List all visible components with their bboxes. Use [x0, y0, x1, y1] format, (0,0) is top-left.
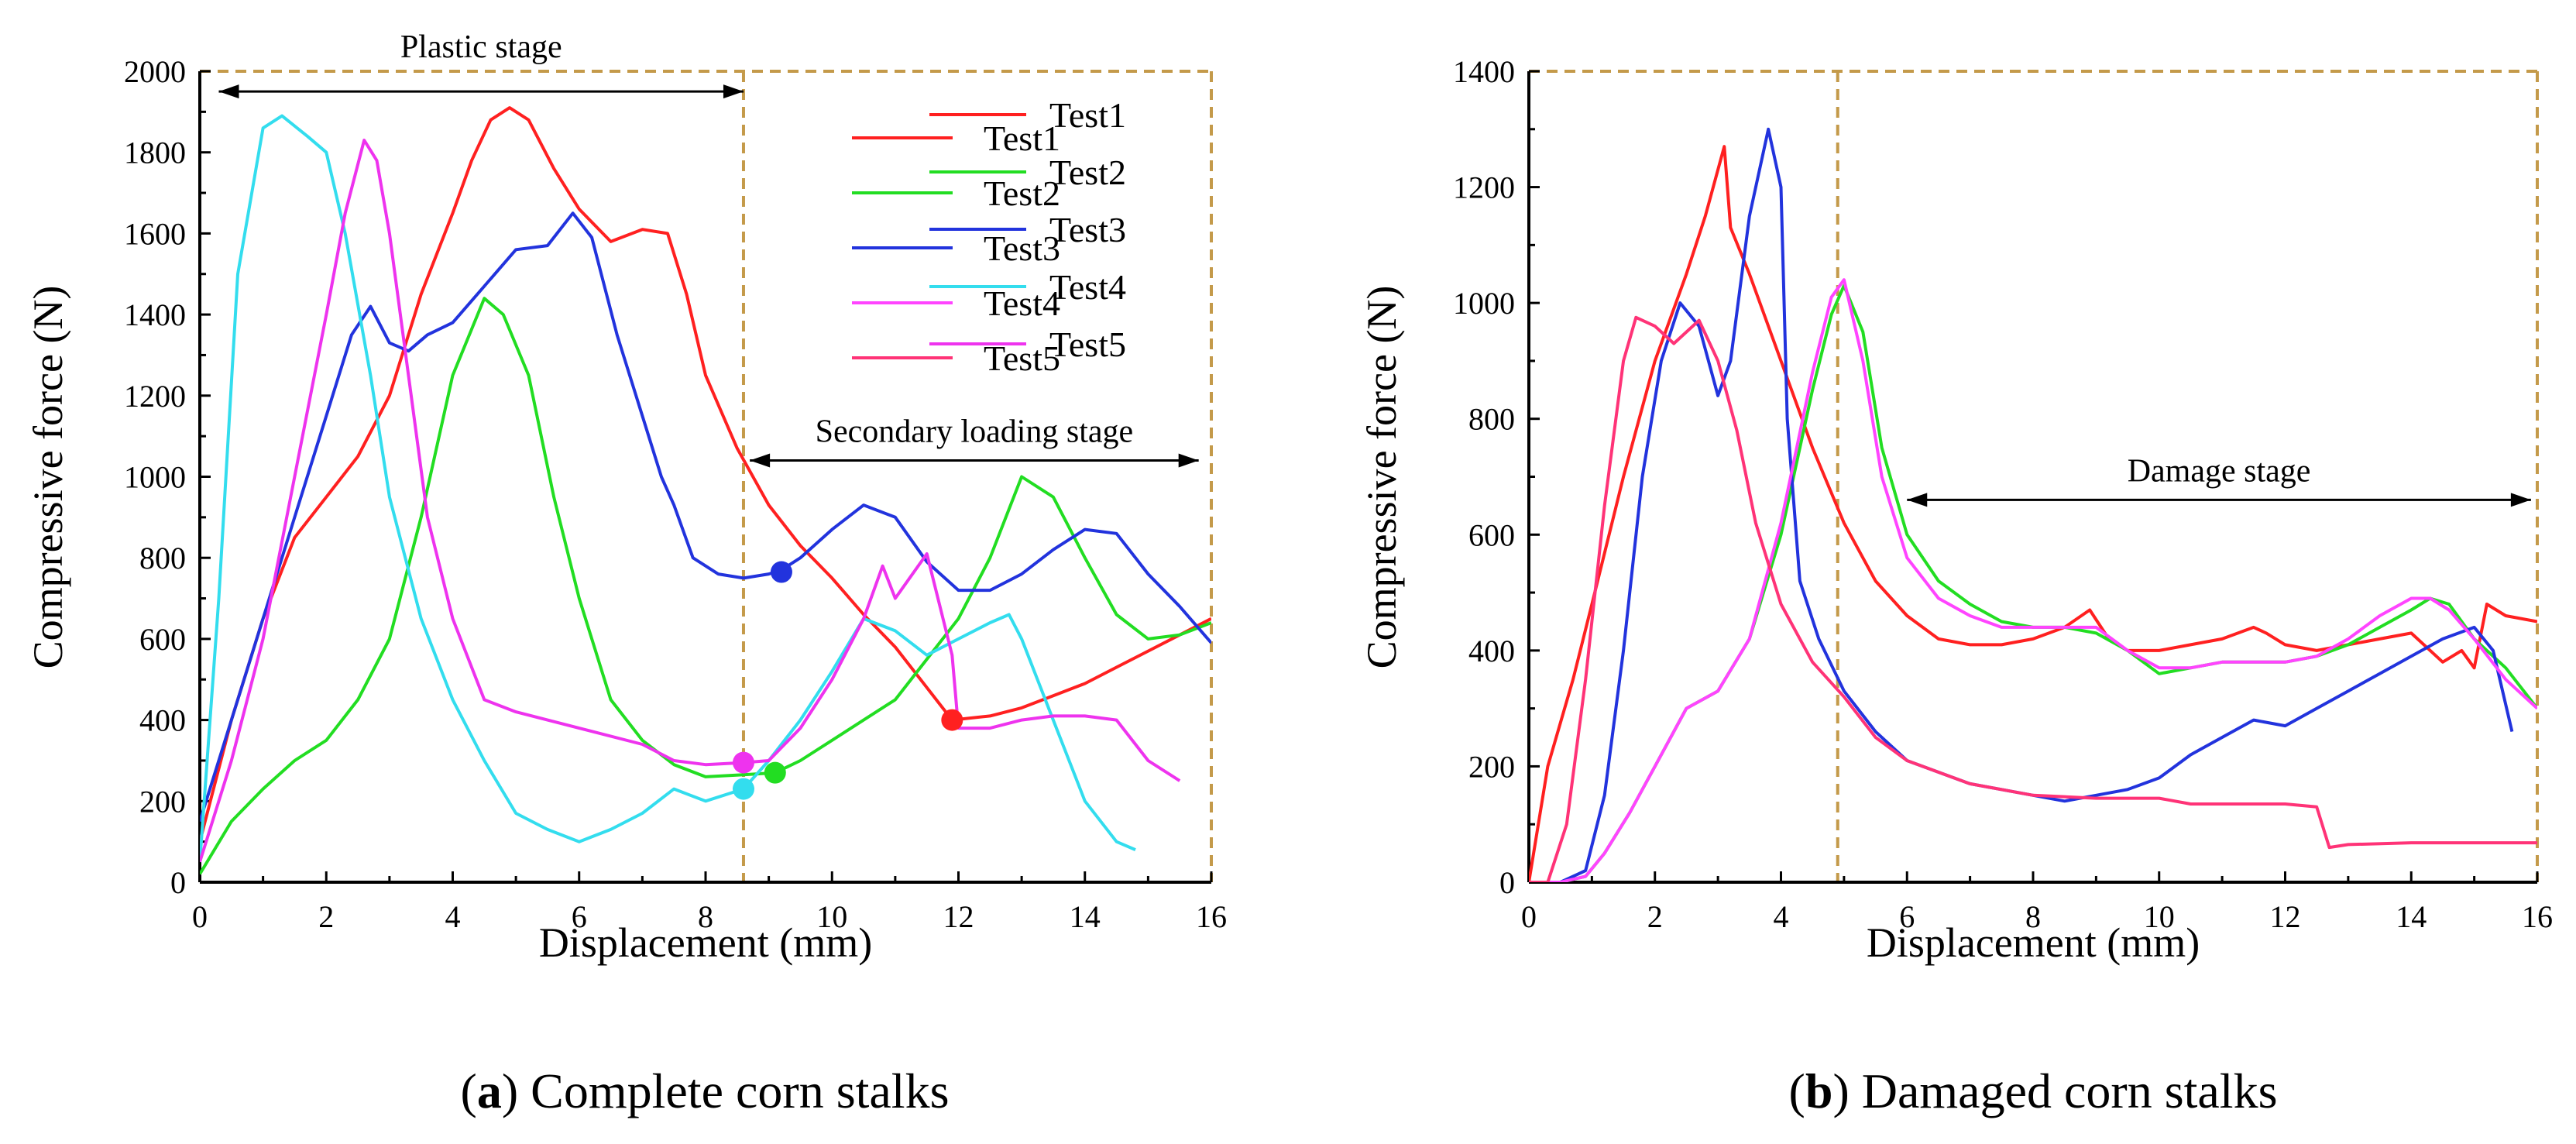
a-series-line-test5 [200, 139, 1181, 863]
b-legend-label: Test1 [984, 119, 1060, 158]
a-y-tick-label: 1400 [124, 297, 186, 332]
a-x-tick-label: 12 [943, 899, 974, 934]
a-x-axis-label: Displacement (mm) [539, 919, 872, 966]
a-y-tick-label: 800 [139, 541, 186, 575]
a-stage-label: Plastic stage [400, 29, 562, 65]
b-stage-label: Damage stage [2128, 453, 2311, 489]
b-x-tick-label: 10 [2144, 899, 2175, 934]
a-x-tick-label: 14 [1070, 899, 1101, 934]
a-legend-label: Test1 [1049, 95, 1126, 135]
b-caption: (b) Damaged corn stalks [1789, 1063, 2278, 1118]
a-y-tick-label: 400 [139, 703, 186, 738]
a-dashed-frame [200, 70, 1213, 882]
a-x-tick-label: 6 [572, 899, 587, 934]
a-x-tick-label: 16 [1196, 899, 1227, 934]
a-axes: 0 2 4 6 8 10 12 14 16 0 200 400 600 800 1000 1200 1400 16… [124, 54, 1227, 934]
a-x-tick-label: 4 [445, 899, 461, 934]
b-y-tick-label: 400 [1468, 634, 1515, 668]
a-caption-letter: a [477, 1063, 502, 1118]
b-series-line-test3 [1529, 127, 2514, 882]
a-x-tick-label: 10 [816, 899, 847, 934]
a-transition-marker-test1 [941, 709, 963, 731]
panel-b-damaged-corn-stalks: 0 2 4 6 8 10 12 14 16 0 200 400 600 800 1000 1200 1400 Di… [852, 54, 2553, 1118]
b-series-line-test5 [1529, 315, 2537, 882]
a-y-tick-label: 1000 [124, 460, 186, 495]
b-stage-annotation: Damage stage [1907, 453, 2531, 507]
b-axes: 0 2 4 6 8 10 12 14 16 0 200 400 600 800 1000 1200 1400 [1453, 54, 2553, 934]
a-y-tick-label: 0 [170, 865, 186, 900]
a-transition-marker-test3 [770, 561, 792, 583]
b-x-tick-label: 0 [1521, 899, 1537, 934]
a-legend-label: Test2 [1049, 153, 1126, 192]
b-caption-text: ) Damaged corn stalks [1832, 1063, 2277, 1118]
a-y-tick-label: 1600 [124, 216, 186, 251]
b-y-tick-label: 1000 [1453, 286, 1515, 321]
b-legend: Test1 Test2 Test3 Test4 Test5 [852, 119, 1060, 378]
b-x-tick-label: 2 [1647, 899, 1663, 934]
a-transition-marker-test5 [732, 751, 754, 774]
a-series-line-test3 [200, 211, 1211, 823]
a-legend-label: Test5 [1049, 325, 1126, 364]
a-y-tick-label: 2000 [124, 54, 186, 89]
a-caption: (a) Complete corn stalks [461, 1063, 950, 1118]
a-caption-text: ) Complete corn stalks [502, 1063, 950, 1118]
b-x-tick-label: 4 [1774, 899, 1789, 934]
a-y-tick-label: 1200 [124, 379, 186, 414]
b-caption-open: ( [1789, 1063, 1805, 1118]
b-series-line-test1 [1529, 145, 2537, 882]
a-series-line-test2 [200, 297, 1211, 875]
a-series-line-test4 [200, 114, 1136, 862]
b-caption-letter: b [1805, 1063, 1833, 1118]
b-y-tick-label: 600 [1468, 517, 1515, 552]
b-legend-label: Test2 [984, 173, 1060, 213]
b-x-tick-label: 8 [2025, 899, 2041, 934]
a-x-tick-label: 8 [698, 899, 713, 934]
b-legend-label: Test5 [984, 338, 1060, 378]
a-legend-label: Test4 [1049, 267, 1126, 307]
b-x-tick-label: 6 [1899, 899, 1915, 934]
a-stage-annotation: Plastic stage [218, 29, 744, 99]
b-x-axis-label: Displacement (mm) [1867, 919, 2200, 966]
b-y-axis-label: Compressive force (N) [1358, 286, 1405, 669]
a-transition-marker-test4 [732, 778, 754, 800]
b-x-tick-label: 14 [2396, 899, 2427, 934]
b-x-tick-label: 12 [2270, 899, 2301, 934]
a-series-line-test1 [200, 106, 1211, 843]
b-y-tick-label: 200 [1468, 749, 1515, 784]
b-series-line-test4 [1529, 278, 2537, 882]
a-y-tick-label: 200 [139, 784, 186, 819]
b-legend-label: Test3 [984, 228, 1060, 268]
a-caption-open: ( [461, 1063, 477, 1118]
b-legend-label: Test4 [984, 283, 1060, 323]
b-y-tick-label: 1400 [1453, 54, 1515, 89]
a-y-axis-label: Compressive force (N) [25, 286, 71, 669]
b-x-tick-label: 16 [2522, 899, 2553, 934]
a-stage-label: Secondary loading stage [816, 414, 1134, 450]
b-dashed-frame [1529, 70, 2539, 882]
a-transition-marker-test2 [764, 761, 786, 784]
b-y-tick-label: 800 [1468, 402, 1515, 437]
a-legend-label: Test3 [1049, 210, 1126, 249]
a-y-tick-label: 600 [139, 622, 186, 657]
a-stage-annotation: Secondary loading stage [750, 414, 1199, 468]
a-x-tick-label: 0 [192, 899, 208, 934]
a-x-tick-label: 2 [318, 899, 334, 934]
b-y-tick-label: 0 [1499, 865, 1515, 900]
panel-a-complete-corn-stalks: 0 2 4 6 8 10 12 14 16 0 200 400 600 800 1000 1200 1400 16… [25, 29, 1227, 1118]
a-y-tick-label: 1800 [124, 136, 186, 170]
b-y-tick-label: 1200 [1453, 170, 1515, 205]
